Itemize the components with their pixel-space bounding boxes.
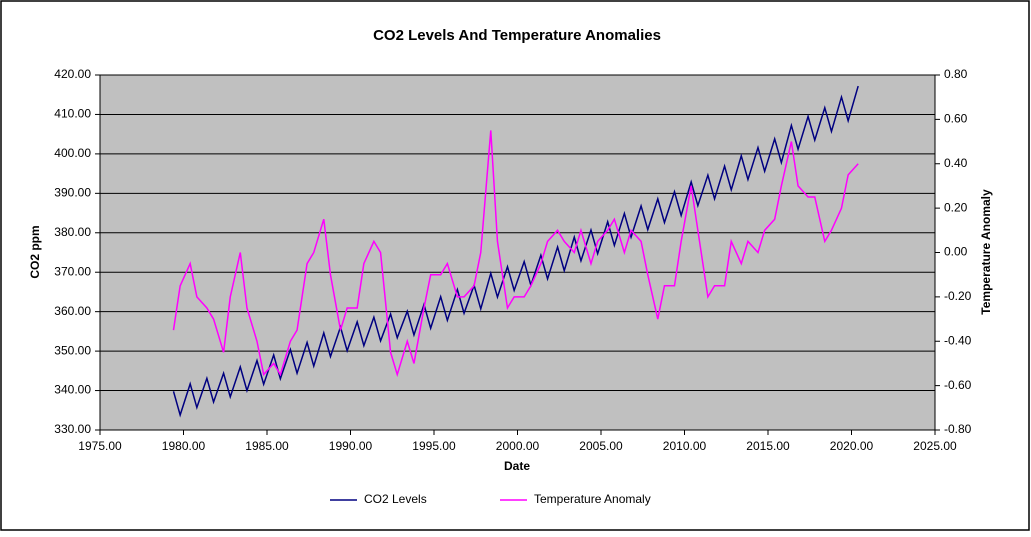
x-tick-label: 2015.00 [746, 439, 790, 453]
x-tick-label: 2025.00 [913, 439, 957, 453]
chart-title: CO2 Levels And Temperature Anomalies [373, 27, 661, 44]
x-tick-label: 2010.00 [663, 439, 707, 453]
y-tick-label: 330.00 [54, 422, 91, 436]
y2-tick-label: 0.80 [944, 67, 968, 81]
y-tick-label: 410.00 [54, 107, 91, 121]
y-tick-label: 340.00 [54, 383, 91, 397]
series-line [172, 130, 859, 378]
y2-tick-label: 0.40 [944, 156, 968, 170]
y-tick-label: 370.00 [54, 264, 91, 278]
y-tick-label: 420.00 [54, 67, 91, 81]
y-axis-title: CO2 ppm [28, 225, 42, 278]
y2-tick-label: -0.80 [944, 422, 972, 436]
x-tick-label: 1975.00 [78, 439, 122, 453]
y2-axis-title: Temperature Anomaly [979, 189, 993, 315]
x-tick-label: 2005.00 [579, 439, 623, 453]
x-tick-label: 2000.00 [496, 439, 540, 453]
x-tick-label: 2020.00 [830, 439, 874, 453]
x-tick-label: 1980.00 [162, 439, 206, 453]
y2-tick-label: -0.20 [944, 289, 972, 303]
x-tick-label: 1985.00 [245, 439, 289, 453]
y-tick-label: 360.00 [54, 304, 91, 318]
y2-tick-label: 0.00 [944, 245, 968, 259]
y2-tick-label: -0.40 [944, 333, 972, 347]
legend-label: CO2 Levels [364, 492, 427, 506]
x-tick-label: 1995.00 [412, 439, 456, 453]
y-tick-label: 400.00 [54, 146, 91, 160]
x-tick-label: 1990.00 [329, 439, 373, 453]
y-tick-label: 350.00 [54, 343, 91, 357]
legend-label: Temperature Anomaly [534, 492, 651, 506]
y2-tick-label: -0.60 [944, 378, 972, 392]
y2-tick-label: 0.60 [944, 112, 968, 126]
y-tick-label: 390.00 [54, 186, 91, 200]
y-tick-label: 380.00 [54, 225, 91, 239]
x-axis-title: Date [504, 459, 530, 473]
series-line [172, 85, 859, 418]
y2-tick-label: 0.20 [944, 200, 968, 214]
